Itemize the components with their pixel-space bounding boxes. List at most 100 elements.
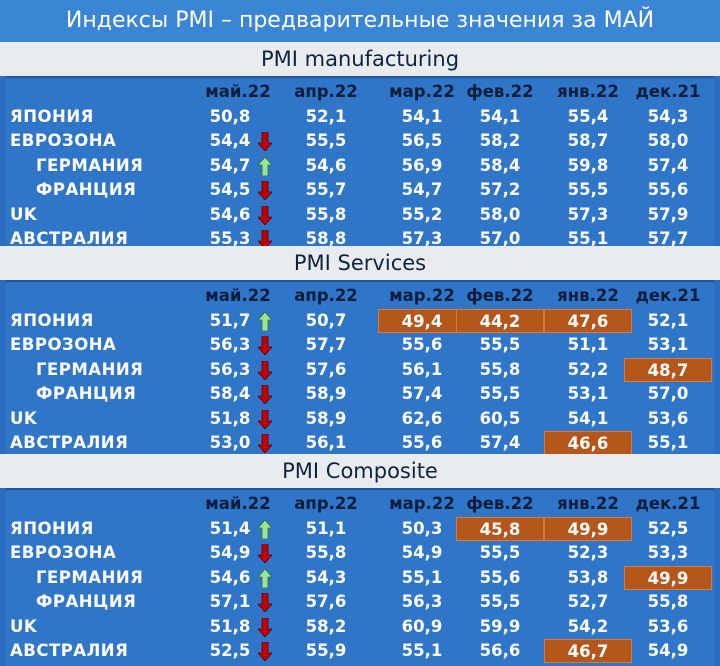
value-cell: 55,5: [479, 384, 521, 403]
highlighted-value-cell: 45,8: [456, 516, 544, 541]
arrow-down-icon: [258, 336, 272, 355]
table-row: ЯПОНИЯ 51,7 50,7 49,4 44,2 47,6 52,1: [6, 308, 714, 333]
section-table: май.22 апр.22 мар.22 фев.22 янв.22 дек.21 ЯПОН…: [6, 280, 714, 458]
column-header: апр.22: [294, 494, 358, 513]
value-cell: 54,1: [401, 106, 443, 126]
country-label: ЯПОНИЯ: [10, 106, 94, 126]
table-row: АВСТРАЛИЯ 55,3 58,8 57,3 57,0 55,1 57,7: [6, 227, 714, 251]
value-cell: 54,1: [479, 106, 521, 126]
arrow-down-icon: [258, 132, 272, 151]
country-label: ГЕРМАНИЯ: [36, 155, 144, 175]
column-header: май.22: [205, 494, 271, 513]
table-row: UK 51,8 58,2 60,9 59,9 54,2 53,6: [6, 615, 714, 639]
country-label: ЯПОНИЯ: [10, 518, 94, 538]
arrow-up-icon: [258, 519, 272, 539]
column-header: дек.21: [635, 494, 701, 513]
value-cell: 58,0: [647, 131, 689, 150]
value-cell: 55,8: [479, 359, 521, 379]
column-header: апр.22: [294, 82, 358, 101]
value-cell: 56,3: [209, 359, 251, 379]
value-cell: 55,9: [305, 641, 347, 660]
value-cell: 57,3: [401, 229, 443, 248]
page-title: Индексы PMI – предварительные значения з…: [0, 0, 720, 42]
value-cell: 53,6: [647, 616, 689, 636]
column-header: май.22: [205, 82, 271, 101]
value-cell: 58,9: [305, 384, 347, 403]
value-cell: 52,1: [647, 310, 689, 330]
value-cell: 58,2: [479, 131, 521, 150]
column-header: дек.21: [635, 286, 701, 305]
section-table: май.22 апр.22 мар.22 фев.22 янв.22 дек.21 ЯПОН…: [6, 76, 714, 254]
value-cell: 54,3: [305, 567, 347, 587]
value-cell: 50,8: [209, 106, 251, 126]
value-cell: 55,5: [567, 180, 609, 199]
column-header: фев.22: [466, 494, 534, 513]
arrow-down-icon: [258, 544, 272, 563]
value-cell: 55,6: [401, 433, 443, 452]
country-label: АВСТРАЛИЯ: [10, 641, 129, 660]
value-cell: 55,8: [647, 592, 689, 611]
value-cell: 59,9: [479, 616, 521, 636]
value-cell: 55,2: [401, 204, 443, 224]
column-header: мар.22: [389, 494, 455, 513]
table-row: ГЕРМАНИЯ 54,6 54,3 55,1 55,6 53,8 49,9: [6, 565, 714, 590]
section-heading: PMI Composite: [0, 454, 720, 488]
value-cell: 54,9: [647, 641, 689, 660]
value-cell: 57,0: [647, 384, 689, 403]
value-cell: 50,7: [305, 310, 347, 330]
table-row: ЕВРОЗОНА 56,3 57,7 55,6 55,5 51,1 53,1: [6, 333, 714, 357]
arrow-up-icon: [258, 568, 272, 588]
table-row: ГЕРМАНИЯ 54,7 54,6 56,9 58,4 59,8 57,4: [6, 154, 714, 178]
value-cell: 51,7: [209, 310, 251, 330]
country-label: ФРАНЦИЯ: [36, 592, 137, 611]
value-cell: 55,5: [479, 335, 521, 354]
column-header: май.22: [205, 286, 271, 305]
table-row: ФРАНЦИЯ 54,5 55,7 54,7 57,2 55,5 55,6: [6, 178, 714, 202]
arrow-up-icon: [258, 311, 272, 331]
value-cell: 53,1: [567, 384, 609, 403]
column-header-row: май.22 апр.22 мар.22 фев.22 янв.22 дек.21: [6, 80, 714, 104]
value-cell: 55,4: [567, 106, 609, 126]
value-cell: 55,8: [305, 204, 347, 224]
value-cell: 54,1: [567, 408, 609, 428]
table-row: ФРАНЦИЯ 58,4 58,9 57,4 55,5 53,1 57,0: [6, 382, 714, 406]
column-header: апр.22: [294, 286, 358, 305]
arrow-down-icon: [258, 642, 272, 661]
value-cell: 58,2: [305, 616, 347, 636]
value-cell: 53,6: [647, 408, 689, 428]
value-cell: 58,9: [305, 408, 347, 428]
value-cell: 57,6: [305, 359, 347, 379]
table-row: АВСТРАЛИЯ 53,0 56,1 55,6 57,4 46,6 55,1: [6, 431, 714, 455]
value-cell: 55,1: [567, 229, 609, 248]
highlighted-value-cell: 46,6: [544, 431, 632, 455]
value-cell: 55,3: [209, 229, 251, 248]
value-cell: 58,4: [209, 384, 251, 403]
value-cell: 53,0: [209, 433, 251, 452]
value-cell: 57,4: [647, 155, 689, 175]
value-cell: 58,7: [567, 131, 609, 150]
column-header-row: май.22 апр.22 мар.22 фев.22 янв.22 дек.21: [6, 284, 714, 308]
value-cell: 55,1: [401, 641, 443, 660]
column-header: янв.22: [557, 494, 619, 513]
value-cell: 55,8: [305, 543, 347, 562]
value-cell: 50,3: [401, 518, 443, 538]
section-heading: PMI manufacturing: [0, 42, 720, 76]
value-cell: 57,7: [305, 335, 347, 354]
value-cell: 51,1: [567, 335, 609, 354]
arrow-down-icon: [258, 593, 272, 612]
country-label: ЕВРОЗОНА: [10, 543, 117, 562]
value-cell: 56,5: [401, 131, 443, 150]
country-label: ГЕРМАНИЯ: [36, 359, 144, 379]
value-cell: 51,4: [209, 518, 251, 538]
value-cell: 55,6: [647, 180, 689, 199]
value-cell: 54,6: [209, 567, 251, 587]
value-cell: 57,4: [401, 384, 443, 403]
value-cell: 56,1: [305, 433, 347, 452]
value-cell: 56,3: [209, 335, 251, 354]
value-cell: 56,3: [401, 592, 443, 611]
table-row: UK 54,6 55,8 55,2 58,0 57,3 57,9: [6, 203, 714, 227]
column-header: фев.22: [466, 82, 534, 101]
value-cell: 54,4: [209, 131, 251, 150]
value-cell: 52,3: [567, 543, 609, 562]
value-cell: 55,1: [647, 433, 689, 452]
